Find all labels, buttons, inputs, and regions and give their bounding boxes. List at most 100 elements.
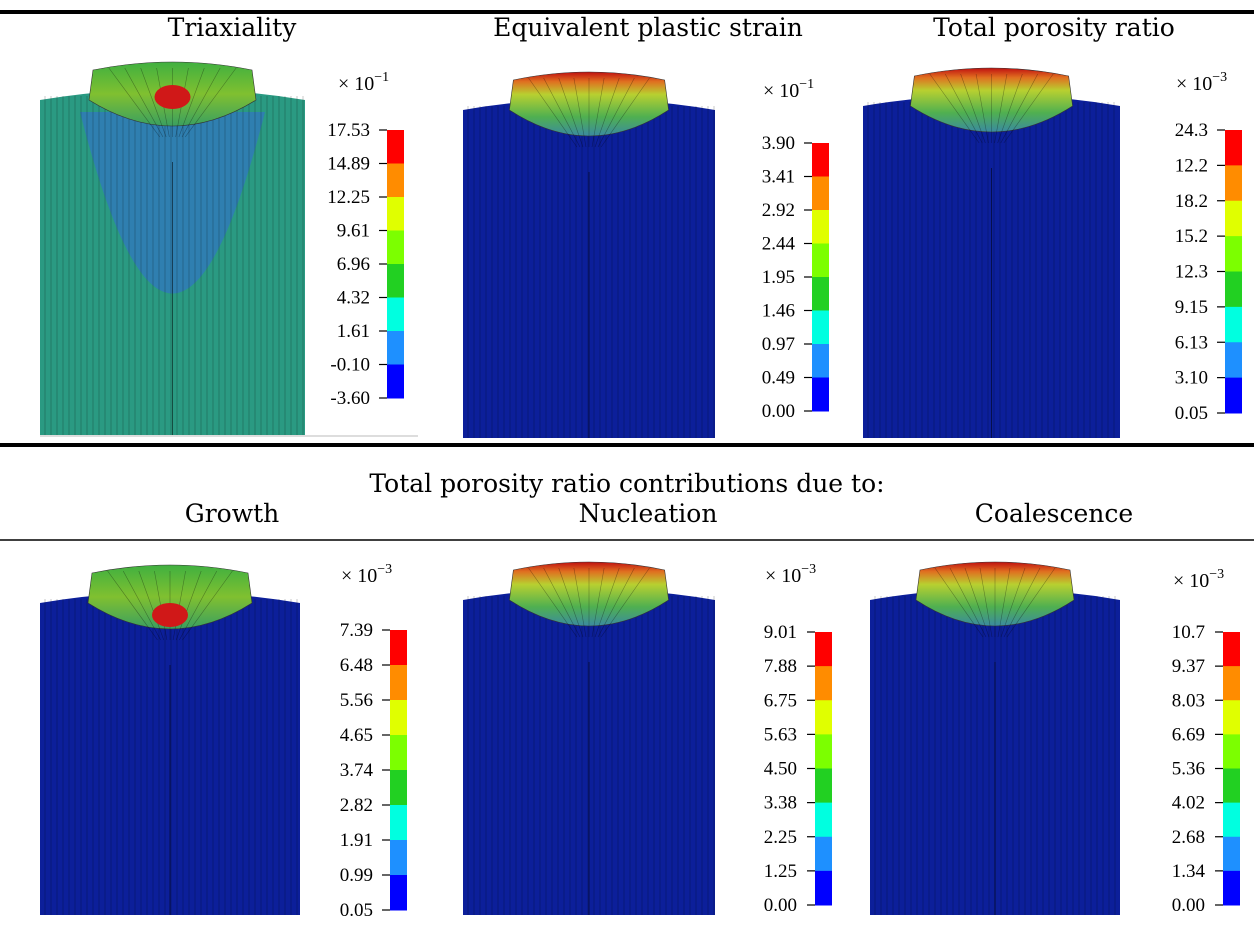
colorbar-segment bbox=[390, 630, 407, 666]
panel-title: Nucleation bbox=[579, 499, 718, 528]
figure: Total porosity ratio contributions due t… bbox=[0, 0, 1254, 926]
colorbar-segment bbox=[815, 837, 832, 872]
colorbar-label: 6.69 bbox=[1172, 724, 1205, 745]
colorbar-segment bbox=[815, 769, 832, 804]
colorbar-segment bbox=[1225, 165, 1242, 201]
colorbar-segment bbox=[387, 331, 404, 365]
colorbar-segment bbox=[387, 164, 404, 198]
colorbar-segment bbox=[812, 143, 829, 177]
colorbar-label: 6.48 bbox=[340, 655, 373, 676]
colorbar-segment bbox=[815, 700, 832, 735]
colorbar-label: 3.10 bbox=[1175, 368, 1208, 389]
scale-exponent: −1 bbox=[799, 77, 814, 92]
colorbar-label: 9.01 bbox=[764, 622, 797, 643]
colorbar-segment bbox=[1223, 632, 1240, 667]
colorbar-segment bbox=[390, 735, 407, 771]
scale-exponent: −1 bbox=[374, 70, 389, 85]
section-heading: Total porosity ratio contributions due t… bbox=[369, 469, 884, 498]
colorbar-label: 6.75 bbox=[764, 690, 797, 711]
fe-model bbox=[863, 68, 1120, 438]
colorbar-label: 0.00 bbox=[764, 895, 797, 916]
colorbar-segment bbox=[1223, 871, 1240, 906]
panel-title: Growth bbox=[185, 499, 280, 528]
colorbar-label: 4.02 bbox=[1172, 793, 1205, 814]
colorbar-label: 5.63 bbox=[764, 724, 797, 745]
colorbar-segment bbox=[1223, 837, 1240, 872]
colorbar-label: 0.97 bbox=[762, 334, 795, 355]
colorbar-segment bbox=[1225, 307, 1242, 343]
colorbar-segment bbox=[387, 231, 404, 265]
colorbar-segment bbox=[815, 734, 832, 769]
colorbar-segment bbox=[815, 871, 832, 906]
colorbar-label: 4.32 bbox=[337, 288, 370, 309]
colorbar-label: 2.68 bbox=[1172, 827, 1205, 848]
colorbar-segment bbox=[387, 197, 404, 231]
colorbar-label: 0.05 bbox=[340, 900, 373, 921]
colorbar-label: 12.2 bbox=[1175, 155, 1208, 176]
hot-spot bbox=[152, 603, 188, 627]
colorbar-segment bbox=[812, 311, 829, 345]
colorbar-segment bbox=[812, 177, 829, 211]
scale-base: × 10 bbox=[1176, 73, 1212, 95]
colorbar-segment bbox=[390, 840, 407, 876]
colorbar-label: 0.00 bbox=[1172, 895, 1205, 916]
hot-spot bbox=[155, 85, 191, 109]
colorbar-label: 12.25 bbox=[327, 187, 370, 208]
colorbar-label: 1.34 bbox=[1172, 861, 1206, 882]
scale-base: × 10 bbox=[338, 73, 374, 95]
colorbar-segment bbox=[812, 244, 829, 278]
colorbar-label: 7.39 bbox=[340, 620, 373, 641]
colorbar-label: 3.74 bbox=[340, 760, 374, 781]
panel-title: Coalescence bbox=[975, 499, 1133, 528]
colorbar-label: 0.00 bbox=[762, 401, 795, 422]
colorbar-label: 9.61 bbox=[337, 221, 370, 242]
colorbar-label: 5.56 bbox=[340, 690, 373, 711]
colorbar-label: 0.05 bbox=[1175, 403, 1208, 424]
colorbar-segment bbox=[390, 805, 407, 841]
colorbar-segment bbox=[390, 665, 407, 701]
colorbar-segment bbox=[390, 875, 407, 911]
fe-model bbox=[463, 72, 715, 438]
colorbar-segment bbox=[812, 344, 829, 378]
scale-base: × 10 bbox=[763, 80, 799, 102]
colorbar-label: 3.38 bbox=[764, 793, 797, 814]
scale-exponent: −3 bbox=[1209, 567, 1224, 582]
colorbar-segment bbox=[1223, 769, 1240, 804]
colorbar-label: 0.99 bbox=[340, 865, 373, 886]
colorbar-segment bbox=[387, 365, 404, 399]
scale-base: × 10 bbox=[1173, 570, 1209, 592]
colorbar-label: 1.91 bbox=[340, 830, 373, 851]
colorbar-segment bbox=[1223, 700, 1240, 735]
colorbar-label: 2.25 bbox=[764, 827, 797, 848]
fe-model bbox=[463, 562, 715, 915]
colorbar-label: 2.92 bbox=[762, 200, 795, 221]
scale-exponent: −3 bbox=[801, 562, 816, 577]
colorbar-label: 1.25 bbox=[764, 861, 797, 882]
fe-model bbox=[870, 562, 1120, 915]
fe-model bbox=[40, 565, 300, 915]
colorbar-label: 8.03 bbox=[1172, 690, 1205, 711]
colorbar-segment bbox=[387, 130, 404, 164]
colorbar-label: 3.90 bbox=[762, 133, 795, 154]
scale-base: × 10 bbox=[341, 565, 377, 587]
colorbar-label: 2.82 bbox=[340, 795, 373, 816]
panel-title: Equivalent plastic strain bbox=[493, 13, 803, 42]
colorbar-segment bbox=[812, 378, 829, 412]
colorbar-segment bbox=[1225, 130, 1242, 166]
scale-exponent: −3 bbox=[377, 562, 392, 577]
colorbar-label: 6.96 bbox=[337, 254, 370, 275]
colorbar-label: 7.88 bbox=[764, 656, 797, 677]
colorbar-segment bbox=[1223, 803, 1240, 838]
colorbar-segment bbox=[390, 770, 407, 806]
colorbar-label: -0.10 bbox=[330, 355, 370, 376]
colorbar-label: 15.2 bbox=[1175, 226, 1208, 247]
colorbar-segment bbox=[1223, 666, 1240, 701]
colorbar-segment bbox=[1225, 272, 1242, 308]
colorbar-segment bbox=[1225, 342, 1242, 378]
colorbar-label: 4.50 bbox=[764, 759, 797, 780]
colorbar-label: 0.49 bbox=[762, 368, 795, 389]
fe-model bbox=[40, 62, 305, 435]
colorbar-label: 10.7 bbox=[1172, 622, 1205, 643]
colorbar-segment bbox=[1225, 378, 1242, 414]
colorbar-segment bbox=[387, 298, 404, 332]
